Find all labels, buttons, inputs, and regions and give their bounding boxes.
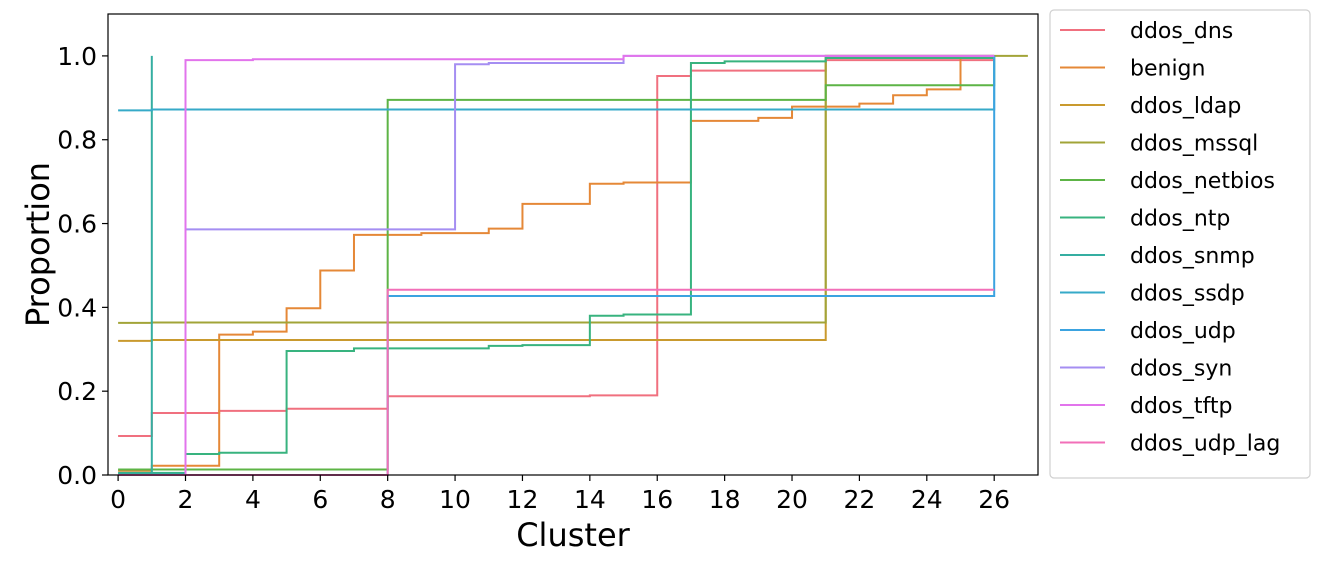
legend-item-ddos-syn: ddos_syn [1060, 357, 1232, 382]
series-line-ddos-syn [118, 54, 995, 476]
x-tick-label: 6 [312, 485, 328, 514]
plot-frame [107, 13, 1039, 476]
legend-item-ddos-ntp: ddos_ntp [1060, 207, 1230, 232]
legend-label: ddos_snmp [1130, 244, 1255, 269]
legend-label: ddos_tftp [1130, 394, 1232, 419]
x-tick-label: 22 [844, 485, 876, 514]
y-tick-label: 0.0 [57, 461, 97, 490]
legend-label: ddos_ntp [1130, 207, 1230, 232]
series-line-ddos-dns [118, 59, 995, 438]
series-line-ddos-netbios [118, 55, 996, 471]
legend-label: benign [1130, 57, 1205, 82]
legend-item-ddos-tftp: ddos_tftp [1060, 394, 1232, 419]
legend-label: ddos_dns [1130, 19, 1233, 44]
x-tick-label: 14 [574, 485, 606, 514]
y-axis: 0.0 0.2 0.4 0.6 0.8 1.0 [57, 42, 108, 490]
y-tick-label: 0.2 [57, 377, 97, 406]
series-line-benign [118, 55, 995, 472]
x-tick-label: 8 [380, 485, 396, 514]
x-tick-label: 24 [911, 485, 943, 514]
legend-item-ddos-netbios: ddos_netbios [1060, 169, 1275, 194]
y-axis-label: Proportion [19, 162, 57, 327]
series-layer [118, 54, 1028, 476]
x-tick-label: 2 [178, 485, 194, 514]
legend-label: ddos_udp [1130, 319, 1236, 344]
series-line-ddos-tftp [118, 54, 995, 476]
legend-label: ddos_udp_lag [1130, 432, 1280, 457]
x-tick-label: 26 [978, 485, 1010, 514]
series-line-ddos-snmp [118, 55, 186, 475]
legend-item-ddos-mssql: ddos_mssql [1060, 132, 1258, 157]
legend-label: ddos_ldap [1130, 94, 1241, 119]
x-axis-label: Cluster [516, 516, 630, 554]
series-line-ddos-ssdp [118, 55, 996, 112]
series-line-ddos-mssql [118, 54, 1028, 324]
x-tick-label: 4 [245, 485, 261, 514]
series-line-ddos-udp [118, 55, 996, 476]
legend-item-ddos-snmp: ddos_snmp [1060, 244, 1255, 269]
legend-item-ddos-ssdp: ddos_ssdp [1060, 282, 1245, 307]
x-axis: 0 2 4 6 8 10 12 14 16 18 20 22 24 26 [110, 475, 1010, 514]
series-line-ddos-ldap [118, 54, 995, 342]
x-tick-label: 16 [641, 485, 673, 514]
x-tick-label: 0 [110, 485, 126, 514]
legend-label: ddos_syn [1130, 357, 1232, 382]
x-tick-label: 10 [439, 485, 471, 514]
legend-frame [1049, 9, 1311, 479]
legend-label: ddos_ssdp [1130, 282, 1245, 307]
series-line-ddos-udp-lag [118, 288, 995, 476]
legend-item-ddos-dns: ddos_dns [1060, 19, 1233, 44]
legend-item-ddos-udp: ddos_udp [1060, 319, 1236, 344]
x-tick-label: 18 [709, 485, 741, 514]
legend-label: ddos_netbios [1130, 169, 1275, 194]
x-tick-label: 20 [776, 485, 808, 514]
legend-label: ddos_mssql [1130, 132, 1258, 157]
y-tick-label: 0.4 [57, 293, 97, 322]
legend-item-ddos-ldap: ddos_ldap [1060, 94, 1241, 119]
legend-item-benign: benign [1060, 57, 1205, 82]
y-tick-label: 0.8 [57, 126, 97, 155]
series-line-ddos-ntp [118, 57, 995, 474]
x-tick-label: 12 [507, 485, 539, 514]
legend-item-ddos-udp-lag: ddos_udp_lag [1060, 432, 1280, 457]
y-tick-label: 0.6 [57, 210, 97, 239]
y-tick-label: 1.0 [57, 42, 97, 71]
